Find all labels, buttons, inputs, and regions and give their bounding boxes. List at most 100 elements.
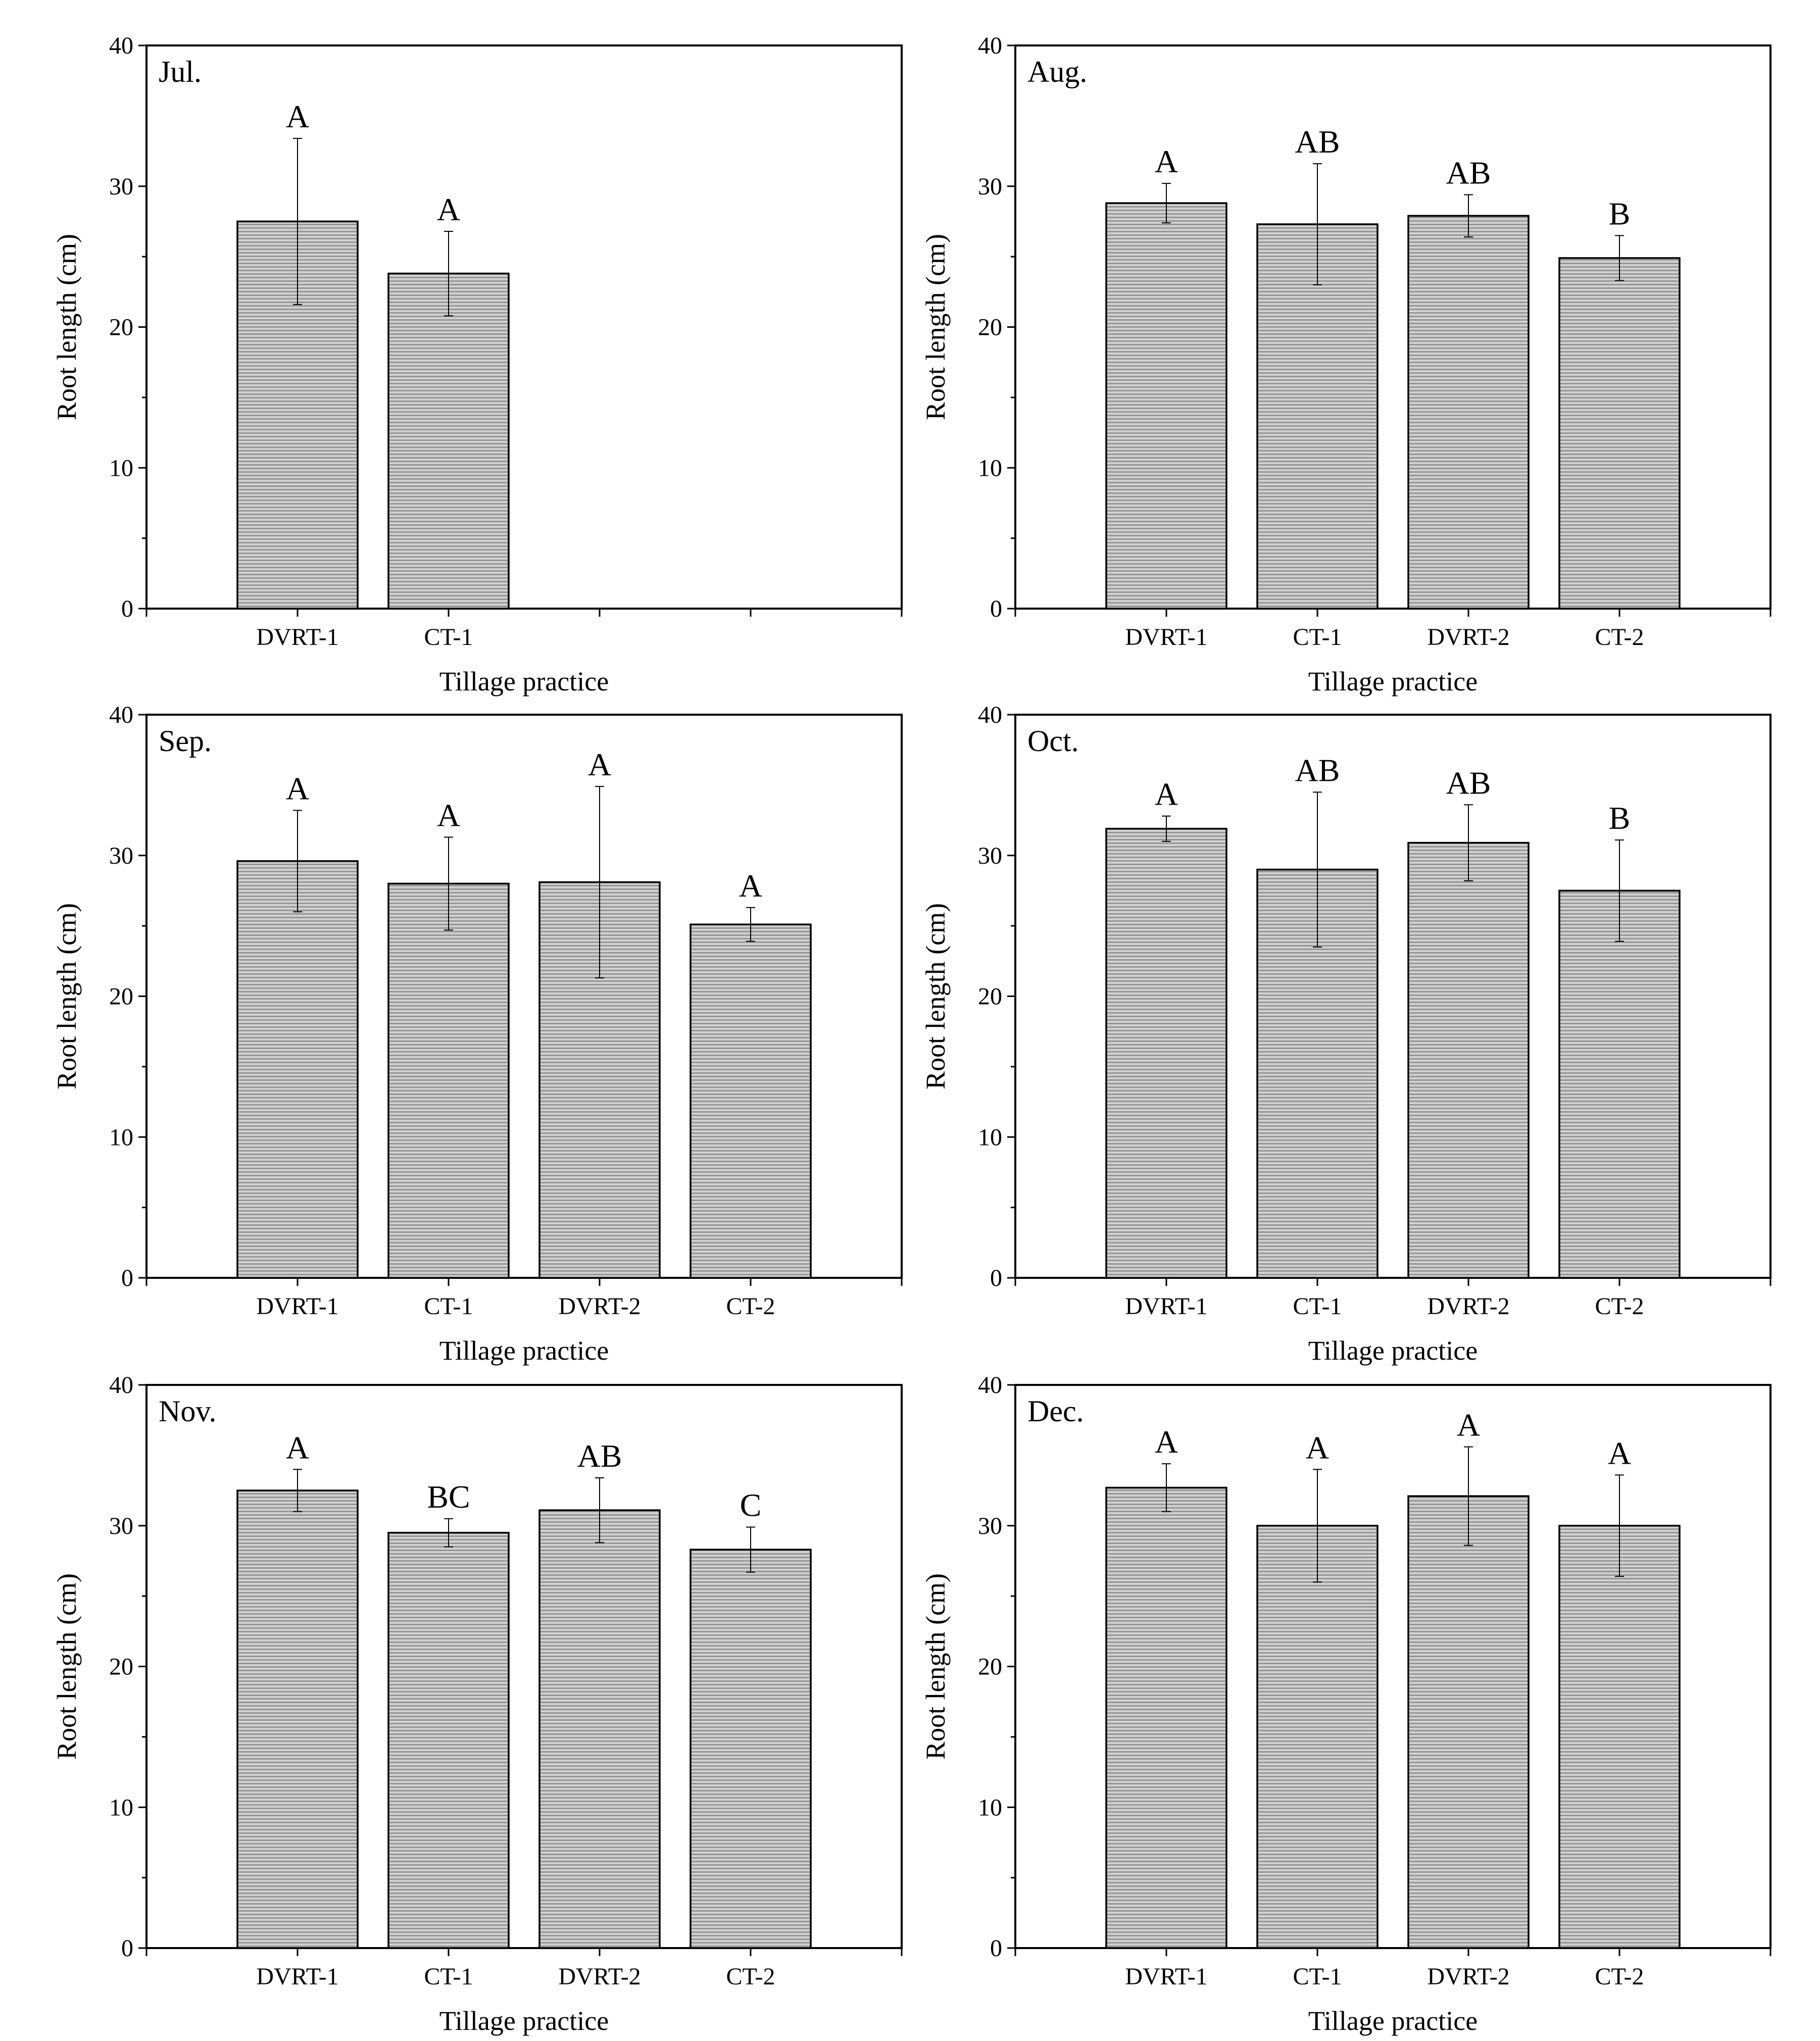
panel-nov: 0 10 20 30 40 A DVRT-1 BC CT-1 AB DVRT-2 C CT-2 Nov. T… xyxy=(52,1372,903,2036)
significance-label: A xyxy=(1155,776,1178,812)
bar-group-dvrt-2: A DVRT-2 xyxy=(1407,1407,1530,1990)
bar xyxy=(1256,223,1379,610)
bar xyxy=(1105,828,1227,1279)
y-tick-label: 10 xyxy=(109,1124,133,1151)
bar xyxy=(1407,841,1530,1279)
significance-label: A xyxy=(286,771,309,807)
x-tick-label: DVRT-2 xyxy=(1427,624,1509,651)
bar xyxy=(236,860,359,1279)
y-tick-label: 30 xyxy=(109,173,133,200)
significance-label: A xyxy=(286,98,309,134)
x-tick-label: DVRT-1 xyxy=(256,624,338,651)
y-axis-title: Root length (cm) xyxy=(920,903,951,1089)
x-tick-label: DVRT-2 xyxy=(1427,1293,1509,1320)
bar xyxy=(690,1549,812,1949)
y-tick-label: 0 xyxy=(990,595,1002,622)
y-tick-label: 10 xyxy=(978,1794,1002,1821)
bar-group-dvrt-1: A DVRT-1 xyxy=(236,1429,359,1990)
significance-label: AB xyxy=(1295,124,1340,160)
y-tick-label: 10 xyxy=(109,455,133,481)
significance-label: A xyxy=(1155,1424,1178,1460)
y-tick-label: 30 xyxy=(109,842,133,869)
chart-panels: 0 10 20 30 40 A DVRT-1 A CT-1 Jul. Tillage practic… xyxy=(52,32,1772,2036)
significance-label: A xyxy=(588,746,611,782)
panel-dec: 0 10 20 30 40 A DVRT-1 A CT-1 A DVRT-2 A CT-2 Dec. Til… xyxy=(920,1372,1772,2036)
bar-group-dvrt-1: A DVRT-1 xyxy=(236,98,359,651)
y-tick-label: 40 xyxy=(978,1372,1002,1399)
y-tick-label: 10 xyxy=(978,455,1002,481)
significance-label: AB xyxy=(577,1438,622,1474)
bar-group-ct-2: B CT-2 xyxy=(1558,800,1681,1320)
x-tick-label: CT-1 xyxy=(1293,1293,1342,1320)
y-tick-label: 40 xyxy=(978,702,1002,728)
bar-group-ct-2: B CT-2 xyxy=(1558,195,1681,651)
x-axis-title: Tillage practice xyxy=(439,666,609,696)
bar-group-dvrt-2: A DVRT-2 xyxy=(538,746,661,1320)
y-tick-label: 20 xyxy=(109,983,133,1010)
bar-group-dvrt-1: A DVRT-1 xyxy=(236,771,359,1320)
panel-aug: 0 10 20 30 40 A DVRT-1 AB CT-1 AB DVRT-2 B CT-2 Aug. T… xyxy=(920,32,1772,696)
significance-label: A xyxy=(739,868,762,904)
panel-title: Nov. xyxy=(159,1395,216,1428)
bar-group-ct-1: A CT-1 xyxy=(387,191,510,651)
y-tick-label: 0 xyxy=(121,1265,133,1291)
y-axis-title: Root length (cm) xyxy=(52,234,82,420)
y-axis-title: Root length (cm) xyxy=(920,1573,951,1760)
y-axis-title: Root length (cm) xyxy=(52,1573,82,1760)
y-tick-label: 0 xyxy=(121,595,133,622)
x-tick-label: DVRT-2 xyxy=(558,1963,641,1990)
panel-title: Jul. xyxy=(159,55,202,88)
bar-group-dvrt-1: A DVRT-1 xyxy=(1105,776,1227,1320)
bar xyxy=(538,1509,661,1949)
bar-group-ct-2: A CT-2 xyxy=(1558,1435,1681,1990)
bar xyxy=(1105,202,1227,610)
x-tick-label: DVRT-1 xyxy=(1125,624,1207,651)
x-tick-label: DVRT-2 xyxy=(558,1293,641,1320)
x-tick-label: CT-1 xyxy=(1293,1963,1342,1990)
bar xyxy=(690,923,812,1279)
bar-group-ct-1: AB CT-1 xyxy=(1256,124,1379,651)
bar xyxy=(236,1489,359,1949)
x-tick-label: DVRT-1 xyxy=(1125,1963,1207,1990)
y-tick-label: 40 xyxy=(109,702,133,728)
bar-group-dvrt-2: AB DVRT-2 xyxy=(538,1438,661,1990)
y-axis-title: Root length (cm) xyxy=(52,903,82,1089)
y-tick-label: 30 xyxy=(978,842,1002,869)
panel-title: Sep. xyxy=(159,724,212,758)
significance-label: A xyxy=(1306,1429,1329,1465)
bar-group-dvrt-2: AB DVRT-2 xyxy=(1407,765,1530,1320)
significance-label: B xyxy=(1609,800,1631,836)
y-tick-label: 0 xyxy=(121,1935,133,1962)
panel-title: Aug. xyxy=(1027,55,1087,88)
x-tick-label: CT-1 xyxy=(1293,624,1342,651)
significance-label: AB xyxy=(1446,155,1491,190)
panel-title: Oct. xyxy=(1027,724,1079,758)
y-tick-label: 0 xyxy=(990,1265,1002,1291)
panel-jul: 0 10 20 30 40 A DVRT-1 A CT-1 Jul. Tillage practic… xyxy=(52,32,903,696)
y-tick-label: 20 xyxy=(109,1654,133,1680)
bar xyxy=(387,1531,510,1949)
x-tick-label: CT-2 xyxy=(1595,1963,1644,1990)
x-tick-label: CT-2 xyxy=(726,1293,775,1320)
panel-sep: 0 10 20 30 40 A DVRT-1 A CT-1 A DVRT-2 A CT-2 Sep. Til… xyxy=(52,702,903,1366)
x-tick-label: DVRT-2 xyxy=(1427,1963,1509,1990)
y-tick-label: 30 xyxy=(109,1513,133,1539)
x-tick-label: CT-2 xyxy=(726,1963,775,1990)
bar-group-ct-1: A CT-1 xyxy=(387,798,510,1320)
significance-label: A xyxy=(1457,1407,1480,1443)
significance-label: A xyxy=(437,191,460,227)
bar xyxy=(387,272,510,610)
x-axis-title: Tillage practice xyxy=(1308,666,1478,696)
bar-group-ct-2: C CT-2 xyxy=(690,1487,812,1990)
bar xyxy=(1558,257,1681,610)
bar xyxy=(387,882,510,1279)
x-axis-title: Tillage practice xyxy=(1308,2006,1478,2036)
y-tick-label: 0 xyxy=(990,1935,1002,1962)
y-tick-label: 20 xyxy=(978,314,1002,341)
bar xyxy=(1407,215,1530,610)
y-tick-label: 20 xyxy=(978,983,1002,1010)
significance-label: A xyxy=(1608,1435,1631,1471)
x-tick-label: DVRT-1 xyxy=(256,1293,338,1320)
significance-label: BC xyxy=(427,1479,470,1515)
x-tick-label: DVRT-1 xyxy=(1125,1293,1207,1320)
